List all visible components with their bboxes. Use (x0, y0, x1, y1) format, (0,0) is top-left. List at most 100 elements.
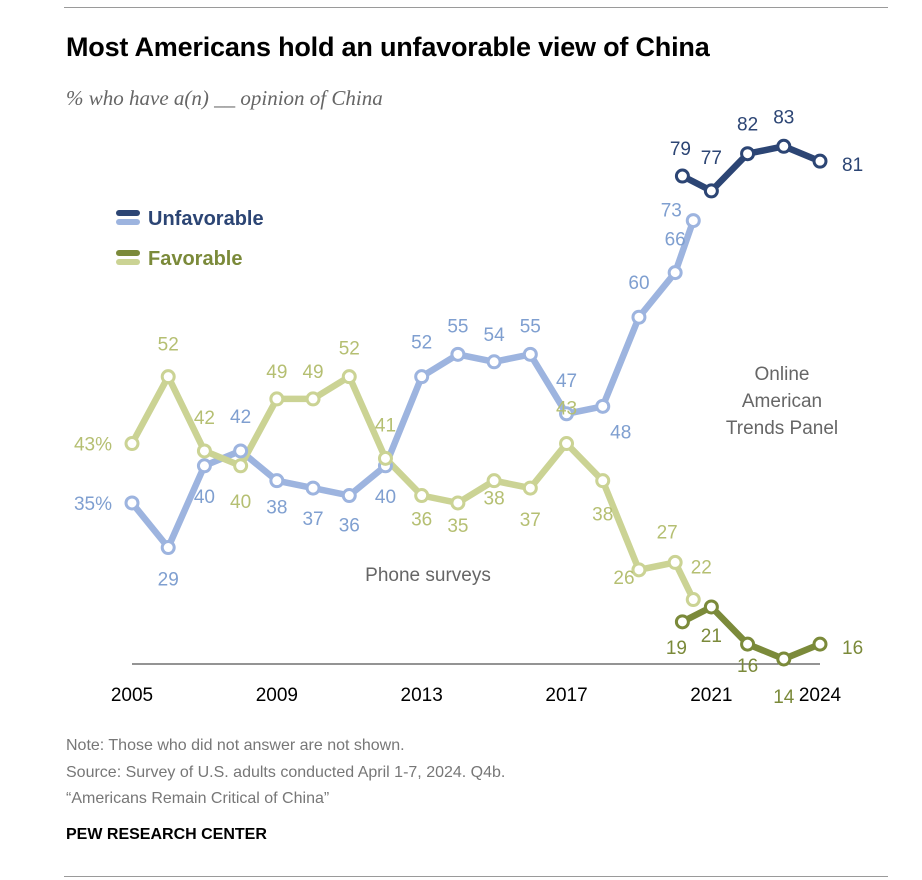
data-point (233, 443, 249, 459)
data-point (233, 458, 249, 474)
data-point (559, 436, 575, 452)
data-point (812, 636, 828, 652)
data-label: 42 (230, 407, 251, 428)
data-point (674, 614, 690, 630)
data-label: 41 (375, 415, 396, 436)
data-point (776, 138, 792, 154)
annotation-online-panel: Online American Trends Panel (726, 364, 838, 439)
data-label: 27 (657, 522, 678, 543)
data-point (486, 354, 502, 370)
data-label: 52 (158, 335, 179, 356)
data-point (124, 436, 140, 452)
data-point (305, 480, 321, 496)
data-label: 21 (701, 626, 722, 647)
legend-label-favorable: Favorable (148, 248, 242, 270)
data-point (740, 146, 756, 162)
data-label: 16 (842, 638, 863, 659)
publisher-logo: PEW RESEARCH CENTER (66, 826, 267, 843)
data-point (196, 458, 212, 474)
data-label: 83 (773, 107, 794, 128)
chart-source: Source: Survey of U.S. adults conducted … (66, 764, 506, 781)
data-point (559, 406, 575, 422)
data-point (414, 369, 430, 385)
data-label: 16 (737, 656, 758, 677)
data-point (776, 651, 792, 667)
data-label: 22 (691, 558, 712, 579)
data-label: 54 (484, 325, 506, 346)
data-point (414, 488, 430, 504)
data-label: 40 (230, 492, 251, 513)
data-label: 42 (194, 408, 215, 429)
data-point (450, 495, 466, 511)
data-label: 36 (339, 516, 360, 537)
x-tick-label-2021: 2021 (690, 685, 732, 706)
chart-subtitle: % who have a(n) __ opinion of China (66, 86, 383, 110)
top-rule (64, 7, 888, 8)
data-point (269, 473, 285, 489)
data-label: 55 (520, 316, 541, 337)
data-label: 29 (158, 570, 179, 591)
data-point (196, 443, 212, 459)
data-point (595, 473, 611, 489)
data-point (703, 183, 719, 199)
data-point (160, 540, 176, 556)
data-point (631, 562, 647, 578)
data-label: 37 (302, 509, 323, 530)
data-point (740, 636, 756, 652)
data-label: 79 (670, 139, 691, 160)
line-chart: 2005 2009 2013 2017 2021 2024 35% 29 40 42 38 37 36 4… (74, 107, 863, 708)
data-label: 35% (74, 494, 112, 515)
data-label: 49 (302, 362, 323, 383)
data-point (377, 450, 393, 466)
x-tick-label-2005: 2005 (111, 685, 153, 706)
data-label: 66 (665, 230, 686, 251)
data-label: 73 (661, 201, 682, 222)
data-point (124, 495, 140, 511)
data-point (305, 391, 321, 407)
data-label: 49 (266, 362, 287, 383)
chart-note: Note: Those who did not answer are not s… (66, 737, 405, 754)
data-label: 52 (339, 339, 360, 360)
data-label: 38 (592, 505, 613, 526)
x-tick-label-2013: 2013 (401, 685, 443, 706)
data-label: 43% (74, 435, 112, 456)
data-point (685, 592, 701, 608)
data-point (703, 599, 719, 615)
data-label: 40 (194, 487, 215, 508)
data-point (674, 168, 690, 184)
data-label: 82 (737, 115, 758, 136)
x-tick-label-2017: 2017 (545, 685, 587, 706)
legend-swatch-dark (116, 210, 140, 216)
data-point (341, 369, 357, 385)
data-label: 55 (447, 316, 468, 337)
bottom-rule (64, 876, 888, 877)
data-point (631, 309, 647, 325)
data-point (522, 346, 538, 362)
data-label: 81 (842, 155, 863, 176)
report-title: “Americans Remain Critical of China” (66, 790, 330, 807)
data-label: 37 (520, 510, 541, 531)
data-point (667, 265, 683, 281)
legend-swatch-light (116, 259, 140, 265)
chart-title: Most Americans hold an unfavorable view … (66, 32, 710, 62)
data-point (160, 369, 176, 385)
data-point (595, 398, 611, 414)
data-label: 35 (447, 516, 468, 537)
x-tick-label-2024: 2024 (799, 685, 842, 706)
data-point (450, 346, 466, 362)
data-label: 77 (701, 148, 722, 169)
legend-label-unfavorable: Unfavorable (148, 208, 264, 230)
data-label: 60 (628, 273, 649, 294)
data-point (522, 480, 538, 496)
legend-swatch-light (116, 219, 140, 225)
data-label: 47 (556, 371, 577, 392)
data-label: 38 (484, 489, 505, 510)
data-label: 52 (411, 333, 432, 354)
data-label: 43 (556, 399, 577, 420)
data-point (486, 473, 502, 489)
data-label: 48 (610, 422, 631, 443)
data-label: 19 (666, 638, 687, 659)
data-point (685, 213, 701, 229)
data-label: 40 (375, 487, 396, 508)
data-label: 14 (773, 687, 795, 708)
